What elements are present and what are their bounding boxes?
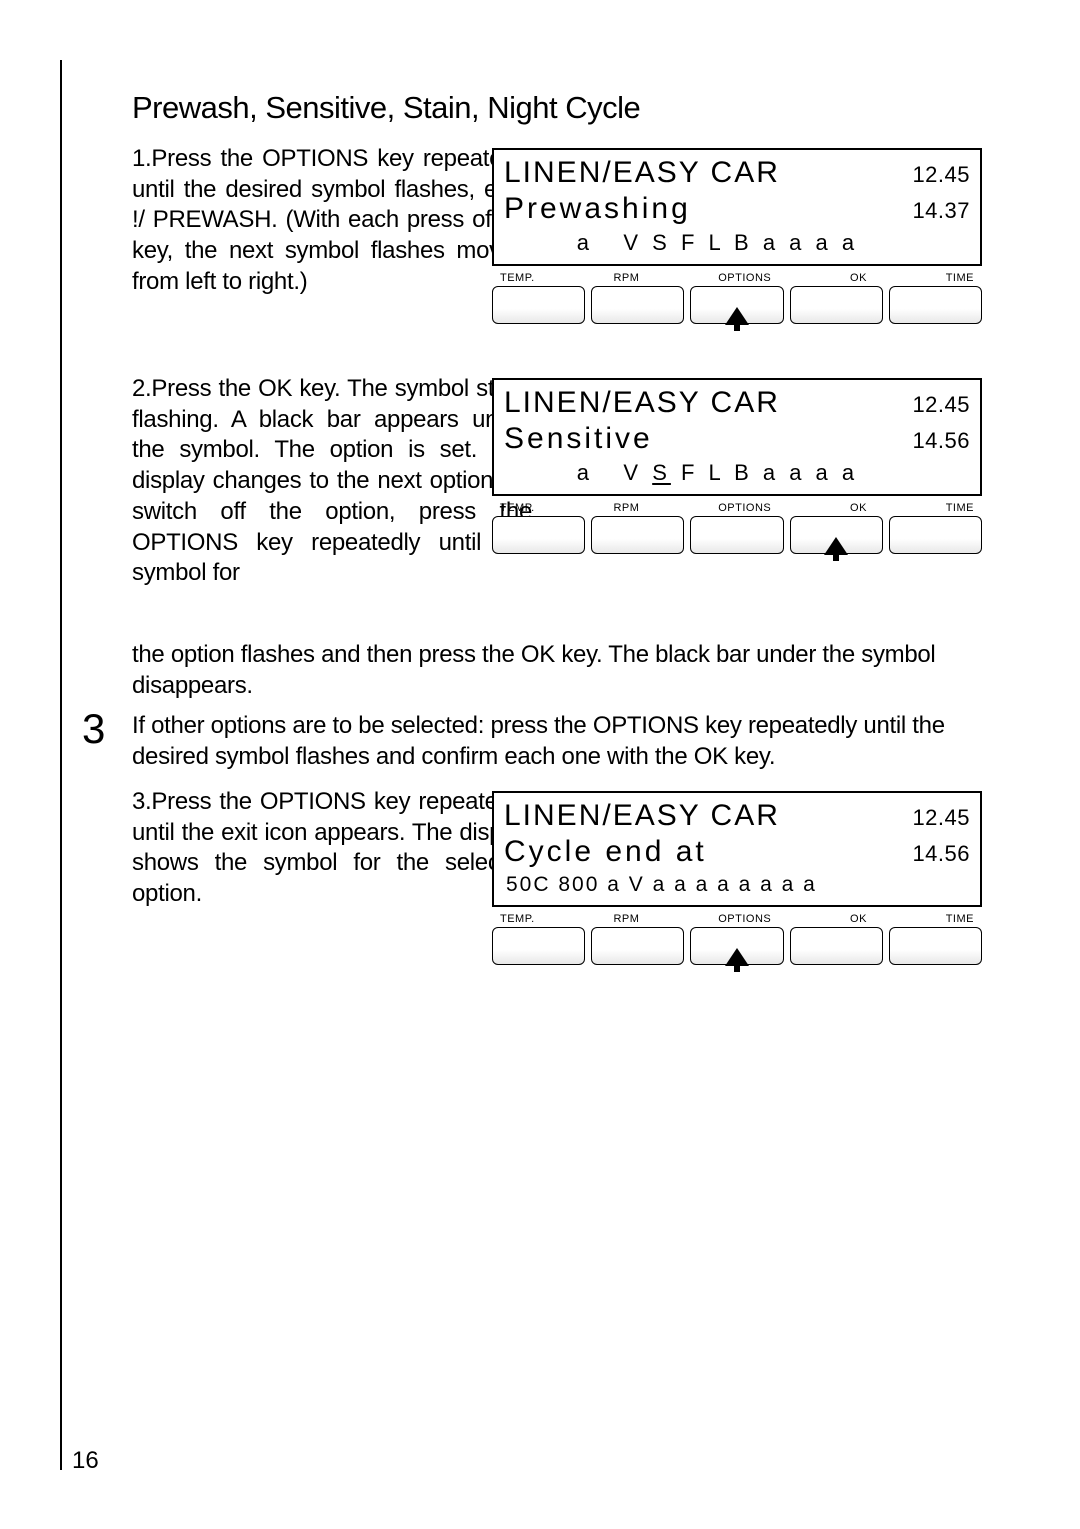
btn-labels-3: TEMP. RPM OPTIONS OK TIME [492, 913, 982, 925]
lcd1-row3: a V S F L B a a a a [504, 230, 970, 256]
step-2: 2.Press the OK key. The symbol stops fla… [132, 374, 982, 634]
section-3-row: 3 If other options are to be selected: p… [132, 711, 982, 772]
options-button[interactable] [690, 927, 783, 965]
rpm-button[interactable] [591, 286, 684, 324]
btn-row-2 [492, 516, 982, 554]
ok-button[interactable] [790, 286, 883, 324]
time-button[interactable] [889, 516, 982, 554]
step-3-body: Press the OPTIONS key repeatedly, until … [132, 788, 532, 907]
temp-button[interactable] [492, 927, 585, 965]
lcd2-sub: Sensitive [504, 422, 653, 456]
options-button[interactable] [690, 516, 783, 554]
section-3-num: 3 [82, 705, 105, 753]
step-1-text: 1.Press the OPTIONS key repeatedly until… [132, 144, 532, 298]
ok-button[interactable] [790, 516, 883, 554]
btn-labels-1: TEMP. RPM OPTIONS OK TIME [492, 272, 982, 284]
lcd2-r3b: V [623, 460, 652, 485]
temp-button[interactable] [492, 286, 585, 324]
time-button[interactable] [889, 927, 982, 965]
lcd-1: LINEN/EASY CAR 12.45 Prewashing 14.37 a … [492, 148, 982, 266]
lbl-time: TIME [946, 272, 974, 284]
lbl-temp: TEMP. [500, 272, 535, 284]
arrow-stem-icon [734, 964, 740, 972]
lcd2-r3c: S [652, 460, 671, 485]
lcd2-main: LINEN/EASY CAR [504, 386, 780, 420]
lbl-rpm: RPM [613, 272, 639, 284]
lcd2-time2: 14.56 [912, 428, 970, 454]
lbl-temp: TEMP. [500, 913, 535, 925]
step-2-text: 2.Press the OK key. The symbol stops fla… [132, 374, 532, 589]
step-1-body: Press the OPTIONS key repeatedly until t… [132, 145, 532, 295]
time-button[interactable] [889, 286, 982, 324]
lcd3-time1: 12.45 [912, 805, 970, 831]
section-title: Prewash, Sensitive, Stain, Night Cycle [132, 90, 982, 126]
lbl-options: OPTIONS [718, 502, 771, 514]
lbl-ok: OK [850, 913, 867, 925]
lcd2-r3d: F L B a a a a [671, 460, 858, 485]
page-frame: Prewash, Sensitive, Stain, Night Cycle 1… [60, 60, 1030, 1470]
lcd-2: LINEN/EASY CAR 12.45 Sensitive 14.56 a V… [492, 378, 982, 496]
lbl-temp: TEMP. [500, 502, 535, 514]
lcd3-time2: 14.56 [912, 841, 970, 867]
display-panel-3: LINEN/EASY CAR 12.45 Cycle end at 14.56 … [492, 791, 982, 965]
step-2-num: 2. [132, 375, 151, 402]
lcd3-sub: Cycle end at [504, 835, 707, 869]
ok-button[interactable] [790, 927, 883, 965]
lcd3-main: LINEN/EASY CAR [504, 799, 780, 833]
lcd1-sub: Prewashing [504, 192, 691, 226]
mid-instruction: If other options are to be selected: pre… [132, 711, 982, 772]
step-1-num: 1. [132, 145, 151, 172]
lcd1-time2: 14.37 [912, 198, 970, 224]
step-3-num: 3. [132, 788, 151, 815]
lcd2-row3: a V S F L B a a a a [504, 460, 970, 486]
step-1: 1.Press the OPTIONS key repeatedly until… [132, 144, 982, 364]
display-panel-1: LINEN/EASY CAR 12.45 Prewashing 14.37 a … [492, 148, 982, 324]
lcd3-row3: 50C 800 a V a a a a a a a a [504, 873, 970, 897]
lbl-time: TIME [946, 913, 974, 925]
rpm-button[interactable] [591, 516, 684, 554]
btn-row-1 [492, 286, 982, 324]
lcd-3: LINEN/EASY CAR 12.45 Cycle end at 14.56 … [492, 791, 982, 907]
arrow-stem-icon [734, 323, 740, 331]
temp-button[interactable] [492, 516, 585, 554]
step-3: 3.Press the OPTIONS key repeatedly, unti… [132, 787, 982, 1007]
display-panel-2: LINEN/EASY CAR 12.45 Sensitive 14.56 a V… [492, 378, 982, 554]
lcd1-main: LINEN/EASY CAR [504, 156, 780, 190]
lbl-ok: OK [850, 502, 867, 514]
page-number: 16 [72, 1447, 99, 1475]
step-2-body-a: Press the OK key. The symbol stops flash… [132, 375, 532, 586]
lcd1-time1: 12.45 [912, 162, 970, 188]
lcd1-r3a: a [577, 230, 593, 255]
step-2-body-b: the option flashes and then press the OK… [132, 640, 1032, 701]
step-3-text: 3.Press the OPTIONS key repeatedly, unti… [132, 787, 532, 910]
arrow-stem-icon [833, 553, 839, 561]
btn-row-3 [492, 927, 982, 965]
btn-labels-2: TEMP. RPM OPTIONS OK TIME [492, 502, 982, 514]
lbl-rpm: RPM [613, 502, 639, 514]
lbl-options: OPTIONS [718, 913, 771, 925]
content-area: Prewash, Sensitive, Stain, Night Cycle 1… [62, 60, 982, 1007]
lbl-ok: OK [850, 272, 867, 284]
lbl-time: TIME [946, 502, 974, 514]
lbl-rpm: RPM [613, 913, 639, 925]
lcd2-time1: 12.45 [912, 392, 970, 418]
rpm-button[interactable] [591, 927, 684, 965]
lbl-options: OPTIONS [718, 272, 771, 284]
lcd2-r3a: a [577, 460, 593, 485]
options-button[interactable] [690, 286, 783, 324]
lcd1-r3b: V S F L B a a a a [623, 230, 858, 255]
